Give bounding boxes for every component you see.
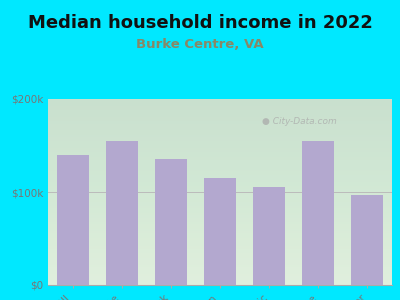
Bar [57, 155, 88, 285]
Bar [302, 141, 334, 285]
Bar [204, 178, 236, 285]
Bar [253, 187, 285, 285]
Bar [352, 195, 383, 285]
Bar [106, 141, 138, 285]
Bar [155, 159, 187, 285]
Text: Median household income in 2022: Median household income in 2022 [28, 14, 372, 32]
Text: ● City-Data.com: ● City-Data.com [262, 117, 336, 126]
Text: Burke Centre, VA: Burke Centre, VA [136, 38, 264, 50]
